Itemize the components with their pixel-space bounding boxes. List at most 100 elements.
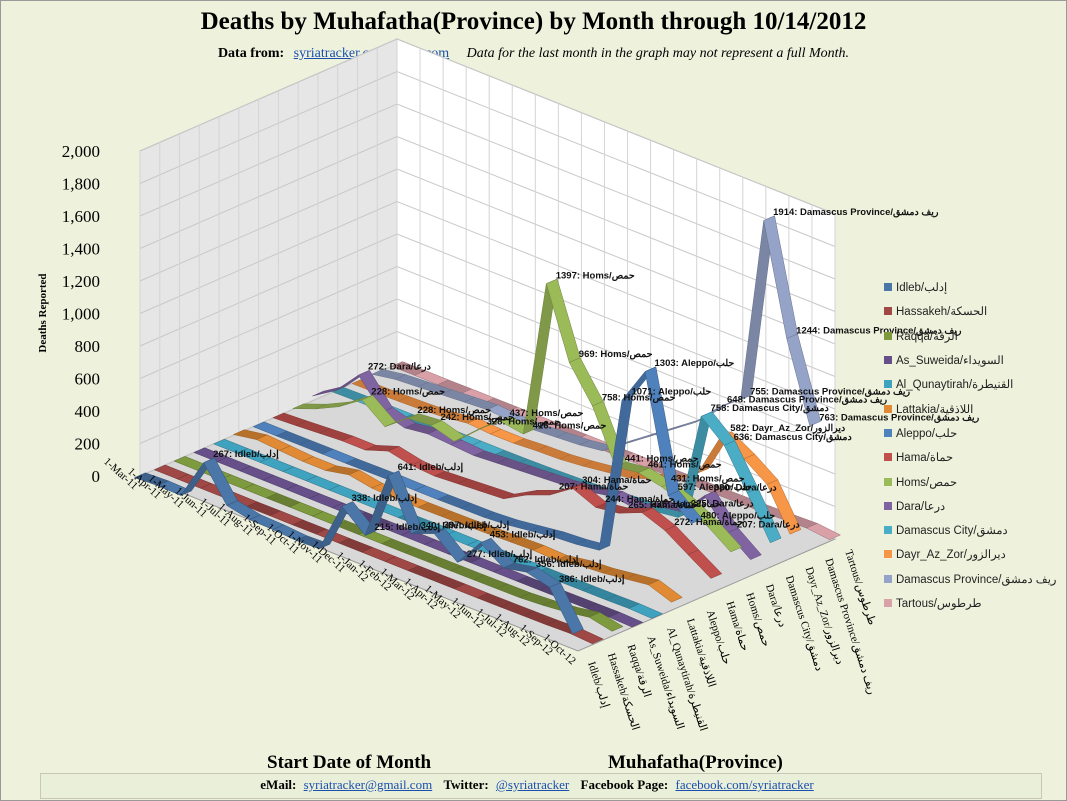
legend-swatch: [884, 331, 892, 340]
data-label: 1914: Damascus Province/ريف دمشق: [773, 207, 939, 218]
series-8: [292, 278, 743, 553]
legend-item: Raqqa/الرقة: [884, 324, 1064, 348]
line-segment: [746, 487, 782, 544]
data-label: 242: Homs/حمص: [440, 412, 514, 423]
data-label: 272: Dara/درعا: [368, 362, 432, 373]
legend-swatch: [884, 428, 892, 437]
y-tick-label: 200: [75, 435, 101, 454]
y-tick-label: 600: [75, 370, 101, 389]
chart-title: Deaths by Muhafatha(Province) by Month t…: [200, 8, 867, 35]
data-label: 340: Idleb/إدلب: [421, 520, 487, 531]
data-label: 431: Homs/حمص: [671, 473, 745, 484]
legend-swatch: [884, 283, 892, 292]
legend-label: Homs/حمص: [896, 476, 958, 489]
data-label: 225: Dara/درعا: [691, 498, 755, 509]
legend-item: Idleb/إدلب: [884, 275, 1064, 299]
legend-swatch: [884, 404, 892, 413]
line-segment: [726, 527, 762, 560]
data-label: 641: Idleb/إدلب: [398, 462, 464, 473]
footer-contact: eMail: syriatracker@gmail.com Twitter: @…: [40, 773, 1042, 799]
y-tick-label: 0: [92, 467, 101, 486]
data-label: 265: Hama/حماة: [628, 500, 698, 511]
z-tick-label: Idleb/إدلب: [585, 660, 611, 709]
legend-swatch: [884, 477, 892, 486]
data-label: 325: Hama/حماة: [651, 499, 721, 510]
data-label: 758: Damascus City/دمشق: [711, 403, 830, 414]
series-11: [351, 378, 802, 535]
x-axis-title: Start Date of Month: [267, 752, 432, 773]
data-label: 582: Dayr_Az_Zor/ديرالزور: [730, 423, 846, 434]
line-segment: [627, 603, 664, 619]
data-label: 437: Homs/حمص: [510, 408, 584, 419]
legend-swatch: [884, 501, 892, 510]
data-label: 762: Idleb/إدلب: [513, 555, 579, 566]
line-segment: [786, 333, 821, 427]
legend-swatch: [884, 380, 892, 389]
legend-item: Lattakia/اللاذقية: [884, 396, 1064, 420]
y-tick-label: 1,000: [62, 305, 100, 324]
data-label: 763: Damascus Province/ريف دمشق: [819, 413, 979, 424]
legend-swatch: [884, 599, 892, 607]
subtitle-note: Data for the last month in the graph may…: [466, 46, 850, 61]
data-label: 416: Homs/حمص: [533, 421, 607, 432]
subtitle-prefix: Data from:: [217, 46, 285, 61]
legend-label: Hama/حماة: [896, 452, 954, 465]
data-label: 480: Aleppo/حلب: [701, 510, 776, 521]
legend-label: Hassakeh/الحسكة: [896, 306, 988, 319]
data-label: 397: Idleb/إدلب: [444, 520, 510, 531]
y-axis-label: Deaths Reported: [37, 273, 49, 352]
series-6: [252, 366, 703, 551]
legend-swatch: [884, 307, 892, 316]
data-label: 1397: Homs/حمص: [556, 270, 635, 281]
legend-label: Tartous/طرطوس: [896, 598, 982, 610]
data-label: 461: Homs/حمص: [648, 459, 722, 470]
data-label: 356: Idleb/إدلب: [536, 559, 602, 570]
series-9: [312, 369, 762, 560]
legend-label: Aleppo/حلب: [896, 427, 958, 440]
line-segment: [707, 521, 743, 553]
data-label: 755: Damascus Province/ريف دمشق: [750, 386, 910, 397]
data-label: 277: Idleb/إدلب: [467, 549, 533, 560]
legend-swatch: [884, 453, 892, 462]
series-0: [133, 457, 584, 635]
line-segment: [805, 523, 841, 540]
legend-label: Damascus City/دمشق: [896, 525, 1008, 538]
legend-item: Damascus City/دمشق: [884, 518, 1064, 542]
data-label: 636: Damascus City/دمشق: [734, 432, 853, 443]
legend-swatch: [884, 356, 892, 365]
legend-label: Idleb/إدلب: [896, 282, 948, 295]
y-tick-label: 1,400: [62, 240, 100, 259]
data-label: 758: Homs/حمص: [602, 393, 676, 404]
twitter-link[interactable]: @syriatracker: [495, 777, 570, 792]
legend-swatch: [884, 550, 892, 559]
series-7: [272, 412, 723, 579]
data-label: 244: Hama/حماة: [605, 494, 675, 505]
y-tick-label: 800: [75, 337, 101, 356]
data-label: 338: Idleb/إدلب: [351, 493, 417, 504]
line-segment: [667, 490, 703, 525]
line-segment: [549, 582, 584, 635]
twitter-label: Twitter:: [443, 777, 489, 792]
y-tick-label: 1,600: [62, 207, 100, 226]
data-label: 228: Homs/حمص: [371, 387, 445, 398]
legend-item: Aleppo/حلب: [884, 421, 1064, 445]
data-label: 648: Damascus Province/ريف دمشق: [727, 394, 887, 405]
legend-item: Damascus Province/ريف دمشق: [884, 567, 1064, 591]
data-label: 328: Homs/حمص: [487, 416, 561, 427]
legend-item: Tartous/طرطوس: [884, 591, 1064, 615]
email-link[interactable]: syriatracker@gmail.com: [303, 777, 433, 792]
legend-item: Hama/حماة: [884, 445, 1064, 469]
legend-label: Dara/درعا: [896, 500, 946, 513]
data-label: 1244: Damascus Province/ريف دمشق: [796, 325, 962, 336]
data-label: 1071: Aleppo/حلب: [631, 387, 711, 398]
facebook-link[interactable]: facebook.com/syriatracker: [675, 777, 814, 792]
legend-label: As_Suweida/السويداء: [896, 355, 1004, 368]
z-tick-label: Dara/درعا: [763, 583, 788, 629]
legend-label: Al_Qunaytirah/القنيطرة: [896, 379, 1014, 392]
data-label: 207: Hama/حماة: [559, 482, 629, 493]
legend-item: As_Suweida/السويداء: [884, 348, 1064, 372]
data-label: 441: Homs/حمص: [625, 453, 699, 464]
legend-item: Al_Qunaytirah/القنيطرة: [884, 372, 1064, 396]
data-label: 380: Dara/درعا: [714, 482, 778, 493]
